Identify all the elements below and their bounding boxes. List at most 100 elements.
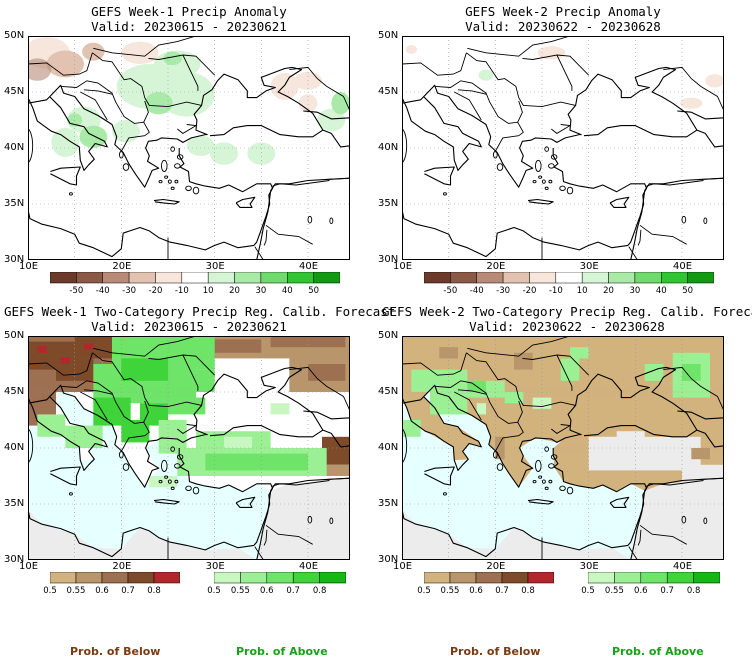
- border: [467, 336, 571, 357]
- island: [161, 159, 168, 172]
- island: [402, 428, 408, 464]
- colorbar-swatch: [449, 572, 477, 584]
- shading-patch: [163, 51, 183, 66]
- lon-label: 20E: [112, 561, 132, 572]
- lat-label: 45N: [4, 86, 25, 97]
- shading-patch: [331, 92, 350, 115]
- island: [158, 179, 163, 184]
- island: [307, 515, 313, 524]
- lon-label: 20E: [486, 561, 506, 572]
- colorbar-swatch: [319, 572, 346, 584]
- island: [122, 463, 130, 471]
- colorbar-swatch: [313, 272, 340, 284]
- island: [493, 450, 498, 459]
- colorbar-label: -30: [496, 286, 511, 296]
- border: [143, 100, 149, 123]
- colorbar-swatch: [687, 272, 714, 284]
- shading-cell: [532, 397, 552, 409]
- shading-patch: [210, 142, 238, 165]
- border: [28, 52, 93, 76]
- island: [442, 492, 447, 496]
- border: [663, 366, 724, 412]
- lat-label: 40N: [378, 442, 399, 453]
- island: [170, 446, 175, 452]
- shading-cell: [570, 347, 589, 359]
- lon-label: 40E: [673, 261, 693, 272]
- colorbar-swatch: [666, 572, 694, 584]
- island: [164, 175, 169, 179]
- shading-cell: [270, 336, 346, 348]
- map-frame: [28, 336, 350, 560]
- colorbar-swatch: [614, 572, 642, 584]
- lat-label: 45N: [4, 386, 25, 397]
- shading-cell: [60, 357, 70, 364]
- border: [551, 124, 572, 134]
- shading-patch: [51, 127, 80, 157]
- colorbar-swatch: [581, 272, 609, 284]
- border: [92, 352, 202, 408]
- colorbar-swatch: [207, 272, 235, 284]
- island: [548, 463, 555, 469]
- above-colorbar-week2: [588, 572, 720, 584]
- colorbar-swatch: [527, 572, 554, 584]
- shading-patch: [144, 92, 173, 115]
- border: [289, 66, 350, 112]
- coastline: [256, 177, 350, 260]
- map-frame: [402, 36, 724, 260]
- lat-label: 50N: [4, 30, 25, 41]
- map-week1-probability: [28, 336, 350, 560]
- coastline: [235, 196, 256, 208]
- coastline: [28, 66, 324, 188]
- colorbar-label: 30: [629, 286, 641, 296]
- border: [454, 391, 482, 421]
- island: [402, 128, 408, 164]
- lon-label: 20E: [486, 261, 506, 272]
- shading-cell: [224, 436, 252, 448]
- colorbar-label: -10: [548, 286, 563, 296]
- shading-patch: [537, 46, 566, 60]
- border: [326, 477, 350, 480]
- colorbar-label: -20: [148, 286, 163, 296]
- border: [177, 124, 198, 134]
- anomaly-colorbar-week2: [424, 272, 714, 284]
- lat-label: 35N: [4, 498, 25, 509]
- lon-label: 40E: [299, 261, 319, 272]
- shading-patch: [478, 69, 494, 81]
- coastline: [50, 166, 81, 186]
- shading-cell: [560, 358, 580, 381]
- lon-label: 40E: [673, 561, 693, 572]
- border: [182, 54, 216, 76]
- island: [493, 150, 498, 159]
- border: [551, 424, 572, 434]
- colorbar-swatch: [475, 572, 503, 584]
- below-colorbar-week2: [424, 572, 554, 584]
- lat-label: 30N: [378, 554, 399, 565]
- lon-label: 10E: [393, 261, 413, 272]
- border: [326, 177, 350, 180]
- island: [541, 479, 546, 484]
- coastline: [303, 110, 350, 120]
- colorbar-label: 20: [229, 286, 240, 296]
- coastline: [677, 410, 724, 420]
- border: [254, 546, 264, 560]
- island: [703, 217, 708, 225]
- island: [442, 192, 447, 196]
- border: [435, 80, 524, 152]
- colorbar-label: 10: [576, 286, 588, 296]
- shading-cell: [65, 425, 103, 448]
- colorbar-swatch: [101, 572, 129, 584]
- border: [83, 389, 113, 395]
- island: [532, 179, 537, 184]
- island: [119, 150, 124, 159]
- coastline: [28, 366, 324, 488]
- border: [265, 224, 313, 245]
- coastline: [677, 110, 724, 120]
- border: [466, 52, 576, 108]
- border: [457, 389, 487, 395]
- coastline: [630, 477, 724, 560]
- shading-cell: [214, 339, 262, 353]
- island: [28, 428, 34, 464]
- borders: [28, 336, 350, 560]
- coastlines: [402, 66, 724, 260]
- colorbar-swatch: [424, 572, 451, 584]
